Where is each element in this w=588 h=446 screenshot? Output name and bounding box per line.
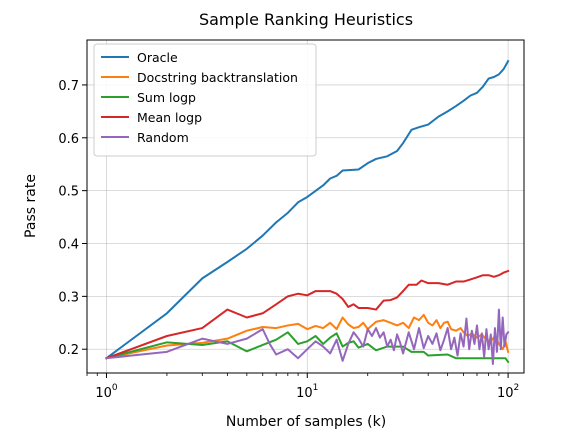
legend-entry-label: Sum logp (137, 90, 196, 105)
y-axis-label: Pass rate (23, 174, 39, 238)
legend-entry-label: Docstring backtranslation (137, 70, 298, 85)
legend-entry-label: Oracle (137, 50, 178, 65)
x-tick-label-base: 10 (296, 386, 313, 401)
x-tick-label: 100 (95, 383, 118, 401)
legend-entry-label: Mean logp (137, 110, 202, 125)
y-tick-label: 0.5 (58, 185, 79, 200)
x-tick-label-exponent: 1 (313, 383, 319, 393)
y-tick-label: 0.7 (58, 79, 79, 94)
x-tick-label-base: 10 (497, 386, 514, 401)
chart-title: Sample Ranking Heuristics (199, 10, 413, 29)
y-tick-label: 0.3 (58, 290, 79, 305)
series-line-oracle (105, 59, 510, 360)
x-tick-label-exponent: 2 (514, 383, 520, 393)
x-tick-label: 102 (497, 383, 519, 401)
x-axis-label: Number of samples (k) (226, 414, 386, 430)
series-line-random (105, 308, 510, 366)
y-tick-label: 0.6 (58, 132, 79, 147)
series-line-sum-logp (105, 331, 510, 364)
x-tick-label: 101 (296, 383, 318, 401)
legend-entry-label: Random (137, 130, 189, 145)
x-tick-label-exponent: 0 (112, 383, 118, 393)
legend: Oracle Docstring backtranslation Sum logp M… (93, 43, 317, 157)
series-line-mean-logp (105, 269, 510, 360)
x-tick-label-base: 10 (95, 386, 112, 401)
y-tick-label: 0.4 (58, 238, 79, 253)
legend-frame (93, 43, 317, 157)
y-tick-label: 0.2 (58, 343, 79, 358)
series-layer (105, 59, 510, 366)
plot-frame (86, 39, 525, 374)
